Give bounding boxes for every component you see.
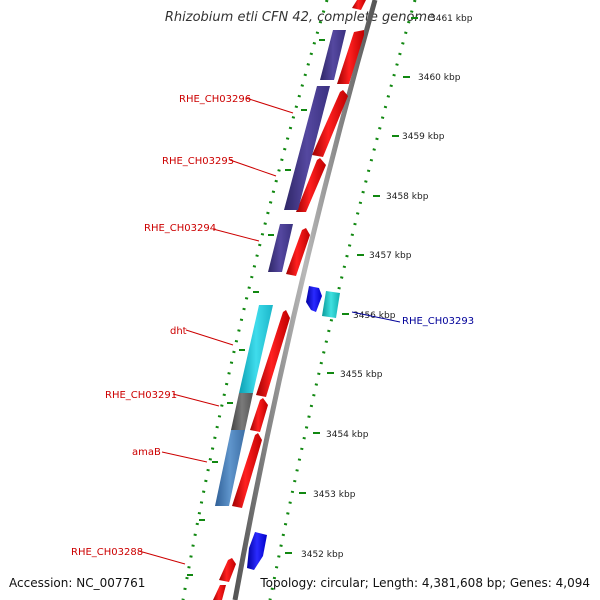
gene-label[interactable]: dht: [170, 326, 187, 337]
ruler-tick-label: 3460 kbp: [418, 73, 461, 83]
genome-summary-text: Topology: circular; Length: 4,381,608 bp…: [260, 576, 590, 590]
cds-arrow-reverse[interactable]: [247, 532, 267, 570]
ruler-tick-label: 3457 kbp: [369, 251, 412, 261]
feature-block[interactable]: [231, 393, 253, 430]
cds-arrow[interactable]: [219, 558, 236, 582]
ruler-tick-label: 3454 kbp: [326, 430, 369, 440]
ruler-tick-label: 3459 kbp: [402, 132, 445, 142]
cds-arrow[interactable]: [232, 433, 262, 508]
cds-arrow-reverse[interactable]: [306, 286, 322, 312]
gene-label[interactable]: RHE_CH03295: [162, 156, 234, 167]
ruler-labels: 3461 kbp 3460 kbp 3459 kbp 3458 kbp 3457…: [301, 14, 473, 560]
feature-block[interactable]: [239, 305, 273, 393]
accession-text: Accession: NC_007761: [9, 576, 146, 590]
leader-line: [245, 97, 294, 114]
feature-block[interactable]: [284, 86, 330, 210]
ruler-tick-label: 3455 kbp: [340, 370, 383, 380]
leader-line: [161, 451, 208, 463]
ruler-dotted-arc: [268, 0, 417, 600]
ruler-tick-label: 3458 kbp: [386, 192, 429, 202]
leader-line: [229, 159, 277, 177]
label-leader-lines: [138, 97, 401, 565]
ruler-ticks: [285, 17, 418, 554]
leader-line: [172, 393, 220, 407]
gene-label[interactable]: amaB: [132, 447, 161, 458]
genome-backbone: [232, 0, 378, 600]
feature-block[interactable]: [320, 30, 346, 80]
cds-arrow[interactable]: [213, 585, 226, 600]
gene-label[interactable]: RHE_CH03288: [71, 547, 143, 558]
forward-cds-track: [213, 0, 366, 600]
cds-arrow[interactable]: [352, 0, 366, 10]
feature-block[interactable]: [215, 430, 245, 506]
inner-ticks: [187, 39, 325, 576]
ruler-tick-label: 3461 kbp: [430, 14, 473, 24]
ruler-tick-label: 3453 kbp: [313, 490, 356, 500]
leader-line: [351, 311, 401, 323]
leader-line: [138, 550, 186, 565]
cds-arrow[interactable]: [337, 30, 364, 84]
ruler-tick-label: 3452 kbp: [301, 550, 344, 560]
cds-arrow[interactable]: [256, 310, 290, 397]
cds-arrow[interactable]: [286, 228, 310, 276]
leader-line: [212, 228, 260, 242]
reverse-cds-track: [247, 286, 340, 570]
feature-track: [215, 30, 346, 506]
leader-line: [185, 329, 234, 346]
gene-label[interactable]: RHE_CH03296: [179, 94, 251, 105]
cds-arrow[interactable]: [296, 158, 326, 212]
cds-arrow[interactable]: [250, 398, 268, 432]
gene-label[interactable]: RHE_CH03293: [402, 316, 474, 327]
feature-block[interactable]: [322, 291, 340, 318]
gene-label[interactable]: RHE_CH03291: [105, 390, 177, 401]
cds-arrow[interactable]: [312, 90, 348, 157]
gene-labels: RHE_CH03296 RHE_CH03295 RHE_CH03294 dht …: [71, 94, 474, 558]
gene-label[interactable]: RHE_CH03294: [144, 223, 216, 234]
feature-block[interactable]: [268, 224, 293, 272]
ruler-tick-label: 3456 kbp: [353, 311, 396, 321]
inner-dotted-arc: [181, 0, 329, 600]
